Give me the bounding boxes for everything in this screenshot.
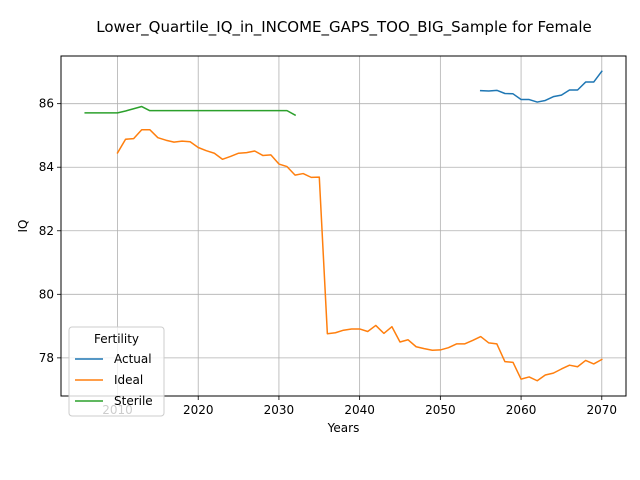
series-line-sterile: [84, 105, 297, 117]
y-tick-label: 86: [39, 97, 54, 111]
legend-title: Fertility: [94, 332, 139, 346]
x-tick-label: 2020: [183, 403, 214, 417]
x-tick-label: 2060: [506, 403, 537, 417]
legend-label-sterile: Sterile: [114, 394, 153, 408]
y-tick-label: 84: [39, 160, 54, 174]
x-tick-label: 2030: [264, 403, 295, 417]
legend-entries: Actual Ideal Sterile: [75, 352, 153, 408]
x-tick-label: 2050: [425, 403, 456, 417]
x-tick-label: 2070: [587, 403, 618, 417]
y-tick-label: 82: [39, 224, 54, 238]
legend-label-actual: Actual: [114, 352, 152, 366]
y-axis-label: IQ: [16, 220, 30, 233]
legend-label-ideal: Ideal: [114, 373, 143, 387]
legend-box: [68, 326, 165, 417]
chart-title: Lower_Quartile_IQ_in_INCOME_GAPS_TOO_BIG…: [96, 18, 592, 37]
x-axis-label: Years: [327, 421, 360, 435]
series-line-ideal: [116, 128, 603, 382]
legend: Fertility Actual Ideal Sterile: [68, 326, 165, 417]
x-tick-label: 2040: [344, 403, 375, 417]
y-tick-label: 80: [39, 287, 54, 301]
y-tick-label: 78: [39, 351, 54, 365]
series-lines: [84, 70, 603, 382]
plot-frame: [60, 55, 627, 397]
series-line-actual: [479, 70, 603, 103]
